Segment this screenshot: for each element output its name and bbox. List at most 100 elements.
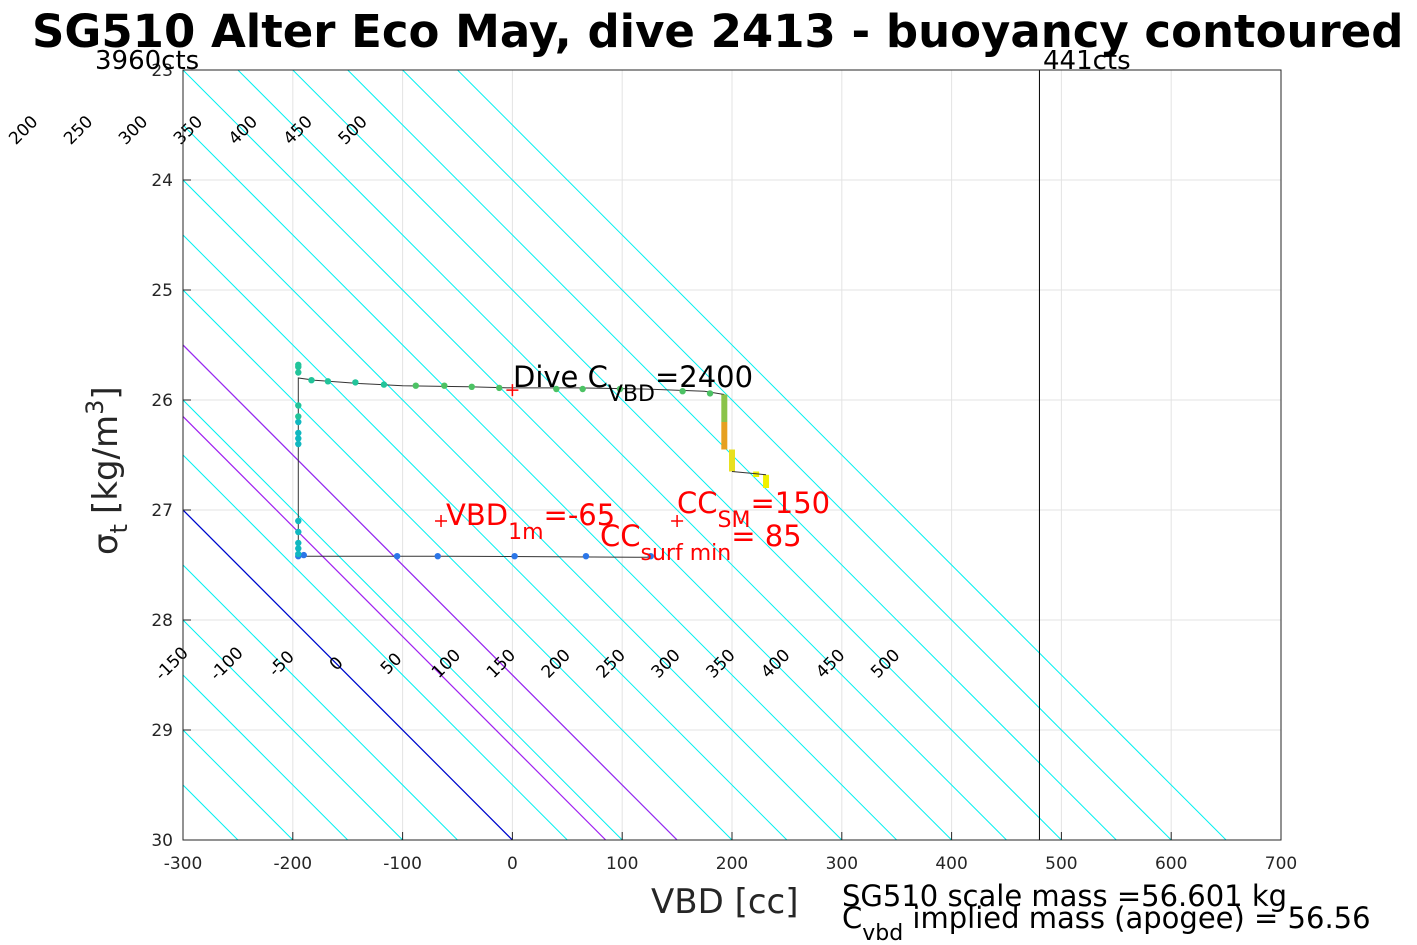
x-axis-ticks: -300 -200 -100 0 100 200 300 400 500 600 700: [164, 832, 1297, 874]
contour-line: [183, 289, 733, 840]
x-tick-label: 400: [935, 854, 967, 874]
contour-line: [183, 454, 568, 840]
dive-c-vbd-marker: [506, 384, 519, 397]
climb-point: [324, 378, 332, 385]
climb-point: [295, 545, 302, 552]
climb-point: [468, 383, 475, 390]
dive-tracks: [295, 361, 770, 560]
contour-line: [183, 70, 952, 840]
climb-point: [295, 539, 302, 547]
climb-point: [496, 384, 503, 392]
contour-label-upper: 250: [60, 112, 97, 149]
footer-line-2: Cvbd implied mass (apogee) = 56.56: [842, 901, 1371, 945]
climb-point: [553, 385, 560, 393]
climb-point: [441, 382, 448, 389]
highlight-lines: [183, 344, 678, 840]
y-label-sup: 3: [81, 400, 109, 415]
climb-point: [352, 379, 359, 386]
contour-line: [183, 729, 294, 840]
cc-sm-marker: [671, 515, 684, 527]
vbd-1m-value: =-65: [544, 498, 616, 532]
dive-c-vbd-prefix: Dive C: [513, 360, 608, 394]
x-tick-label: 100: [606, 854, 638, 874]
climb-point: [295, 435, 302, 442]
y-axis-ticks: 23 24 25 26 27 28 29 30: [151, 61, 191, 851]
y-axis-label: σt [kg/m3]: [81, 386, 133, 555]
contour-labels: -400-350-300-250-200-150-100-50050100150…: [5, 112, 904, 685]
vbd-1m-label: VBD1m=-65: [446, 498, 615, 545]
cc-sm-sub: SM: [718, 508, 751, 533]
chart-title: SG510 Alter Eco May, dive 2413 - buoyanc…: [32, 5, 1403, 58]
surface-connector: [731, 471, 767, 476]
x-tick-label: -200: [274, 854, 313, 874]
climb-point: [295, 361, 302, 368]
x-tick-label: 500: [1045, 854, 1077, 874]
vbd-1m-sub: 1m: [508, 520, 543, 545]
cc-surf-min-value: = 85: [731, 519, 801, 553]
y-label-close: ]: [86, 386, 126, 399]
x-tick-label: -100: [383, 854, 422, 874]
contour-label-upper: 300: [115, 112, 152, 149]
vbd-1m-marker: [435, 515, 448, 527]
contour-line: [457, 70, 1227, 840]
cc-sm-prefix: CC: [677, 486, 718, 520]
x-tick-label: 700: [1265, 854, 1297, 874]
y-tick-label: 27: [151, 501, 173, 521]
y-label-unit: [kg/m: [86, 415, 126, 514]
contour-line: [183, 234, 788, 840]
y-tick-label: 24: [151, 171, 173, 191]
x-tick-label: 200: [716, 854, 748, 874]
dive-c-vbd-label: Dive CVBD=2400: [513, 360, 753, 407]
contour-line: [183, 509, 513, 840]
climb-point: [295, 550, 302, 558]
right-count-label: 441cts: [1043, 46, 1131, 76]
climb-point: [295, 413, 302, 420]
contour-line: [183, 564, 458, 840]
dive-point: [434, 553, 441, 560]
footer-c-prefix: C: [842, 901, 862, 935]
highlight-contour-line: [183, 509, 513, 840]
dive-c-vbd-value: =2400: [655, 360, 753, 394]
contour-line: [237, 70, 1007, 840]
left-count-label: 3960cts: [95, 46, 199, 76]
contour-line: [0, 70, 18, 840]
dive-point: [511, 553, 518, 560]
x-tick-label: -300: [164, 854, 203, 874]
contour-lines: [0, 70, 1227, 840]
contour-line: [292, 70, 1062, 840]
contour-line: [183, 399, 623, 840]
climb-point: [679, 388, 686, 395]
footer-line-1: SG510 scale mass =56.601 kg: [842, 879, 1287, 913]
x-axis-label: VBD [cc]: [651, 882, 799, 922]
contour-line: [402, 70, 1172, 840]
climb-point: [295, 528, 302, 536]
climb-point: [412, 382, 419, 389]
cc-sm-label: CCSM=150: [677, 486, 830, 533]
dive-point: [582, 553, 590, 560]
contour-line: [183, 674, 349, 840]
climb-point: [295, 369, 302, 376]
vbd-1m-prefix: VBD: [446, 498, 508, 532]
cc-surf-min-label: CCsurf min= 85: [600, 519, 802, 566]
contour-line: [183, 179, 843, 840]
climb-point: [380, 381, 388, 388]
climb-point: [616, 385, 624, 393]
annotation-markers: [435, 384, 684, 527]
annotations: Dive CVBD=2400 VBD1m=-65 CCSM=150 CCsurf…: [435, 360, 830, 566]
dive-track-line: [298, 555, 652, 558]
y-tick-label: 23: [151, 61, 173, 81]
cc-sm-value: =150: [750, 486, 830, 520]
highlight-contour-line: [183, 344, 678, 840]
climb-point: [295, 517, 302, 525]
y-tick-label: 29: [151, 721, 173, 741]
climb-point: [295, 429, 302, 437]
y-tick-label: 25: [151, 281, 173, 301]
climb-point: [579, 385, 586, 393]
cc-surf-min-sub: surf min: [641, 541, 732, 566]
climb-point: [295, 418, 302, 426]
contour-line: [183, 124, 898, 840]
footer-c-sub: vbd: [862, 921, 903, 945]
cc-surf-min-prefix: CC: [600, 519, 641, 553]
dive-point: [647, 553, 654, 560]
